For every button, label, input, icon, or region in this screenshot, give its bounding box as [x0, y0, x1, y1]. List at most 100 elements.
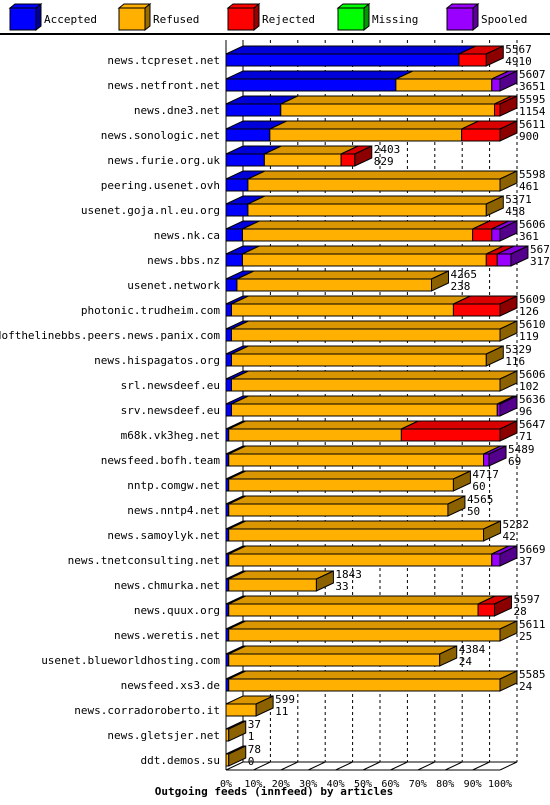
x-axis: 0% 10% 20% 30% 40% 50% 60% 70% 80% 90% 100%: [220, 779, 512, 790]
row-label: photonic.trudheim.com: [81, 304, 220, 317]
grid-foot: [390, 761, 408, 771]
bar-value-total: 5585: [519, 668, 546, 681]
bar-side: [499, 395, 518, 417]
bar-segment: [230, 353, 487, 367]
grid-foot: [307, 761, 326, 771]
bar-side: [315, 570, 334, 592]
row-label: news.nk.ca: [154, 229, 220, 242]
bar-value-accepted: 900: [519, 130, 539, 143]
legend-swatch: [9, 7, 37, 31]
bar-top: [228, 420, 419, 430]
legend-label: Refused: [153, 13, 199, 26]
bar-value-accepted: 71: [519, 430, 532, 443]
bar-value-accepted: 50: [467, 505, 480, 518]
bar-segment: [225, 103, 282, 117]
bar-segment: [477, 603, 496, 617]
legend-label: Accepted: [44, 13, 97, 26]
row-label: news.hispagatos.org: [94, 354, 220, 367]
bar-side: [499, 545, 518, 567]
x-tick-label: 60%: [381, 779, 399, 790]
legend-swatch-side: [253, 2, 260, 32]
legend-swatch-side: [363, 2, 370, 32]
bar-segment: [494, 103, 501, 117]
bar-side: [485, 45, 504, 67]
row-label: m68k.vk3heg.net: [121, 429, 220, 442]
bar-value-total: 37: [248, 718, 261, 731]
bar-value-accepted: 829: [374, 155, 394, 168]
bar-value-accepted: 317: [530, 255, 550, 268]
bar-value-accepted: 1154: [519, 105, 546, 118]
bar-side: [499, 170, 518, 192]
bar-segment: [228, 653, 441, 667]
bar-value-accepted: 119: [519, 330, 539, 343]
bar-segment: [225, 253, 243, 267]
bar-top: [269, 120, 479, 130]
bar-value-accepted: 24: [459, 655, 473, 668]
bar-segment: [241, 253, 487, 267]
row-label: usenet.goja.nl.eu.org: [81, 204, 220, 217]
bar-segment: [225, 203, 249, 217]
bar-top: [228, 570, 334, 580]
x-tick-label: 30%: [299, 779, 317, 790]
bar-segment: [483, 453, 490, 467]
bar-segment: [269, 128, 463, 142]
bar-side: [439, 645, 458, 667]
bar-value-total: 5611: [519, 618, 546, 631]
legend: Accepted Refused Rejected Missing Spooled: [8, 2, 527, 32]
x-tick-label: 10%: [244, 779, 262, 790]
bar-side: [499, 370, 518, 392]
bar-side: [499, 295, 518, 317]
bar-top: [247, 195, 504, 205]
grid-foot: [472, 761, 490, 771]
bar-value-accepted: 361: [519, 230, 539, 243]
bar-value-total: 4717: [472, 468, 499, 481]
bar-value-total: 4384: [459, 643, 486, 656]
row-label: news.nntp4.net: [127, 504, 220, 517]
bar-value-total: 5671: [530, 243, 550, 256]
bar-side: [510, 245, 529, 267]
x-tick-label: 20%: [272, 779, 290, 790]
bar-value-accepted: 11: [275, 705, 288, 718]
row-label: srl.newsdeef.eu: [121, 379, 220, 392]
bar-side: [431, 270, 449, 292]
legend-divider: [0, 33, 550, 35]
bar-value-total: 2403: [374, 143, 401, 156]
bar-value-total: 5647: [519, 418, 546, 431]
bar-value-total: 5669: [519, 543, 546, 556]
row-label: news.netfront.net: [107, 79, 220, 92]
bar-side: [488, 445, 507, 467]
bar-value-accepted: 60: [472, 480, 485, 493]
bar-segment: [225, 128, 271, 142]
x-tick-label: 0%: [220, 779, 232, 790]
bar-value-total: 5598: [519, 168, 546, 181]
bar-value-total: 5611: [519, 118, 546, 131]
bar-top: [247, 170, 518, 180]
bar-top: [228, 520, 501, 530]
bar-value-total: 5597: [514, 593, 541, 606]
bar-top: [242, 245, 504, 255]
bar-value-accepted: 458: [505, 205, 525, 218]
bar-top: [231, 395, 515, 405]
legend-swatch-side: [144, 2, 151, 32]
bar-segment: [241, 228, 474, 242]
bar-segment: [236, 278, 432, 292]
bar-top: [228, 470, 471, 480]
bar-value-total: 5606: [519, 218, 546, 231]
bar-segment: [263, 153, 342, 167]
bar-top: [228, 545, 509, 555]
grid-foot: [417, 761, 436, 771]
bar-side: [499, 70, 518, 92]
row-label: news.corradoroberto.it: [74, 704, 220, 717]
bar-value-accepted: 96: [519, 405, 532, 418]
bar-top: [225, 45, 477, 55]
row-label: usenet.network: [127, 279, 220, 292]
bar-side: [499, 120, 518, 142]
bar-segment: [280, 103, 496, 117]
grid-foot: [335, 761, 353, 771]
bar-segment: [452, 303, 501, 317]
bar-segment: [225, 153, 265, 167]
bar-value-total: 5595: [519, 93, 546, 106]
bar-side: [483, 520, 502, 542]
row-label: srv.newsdeef.eu: [121, 404, 220, 417]
